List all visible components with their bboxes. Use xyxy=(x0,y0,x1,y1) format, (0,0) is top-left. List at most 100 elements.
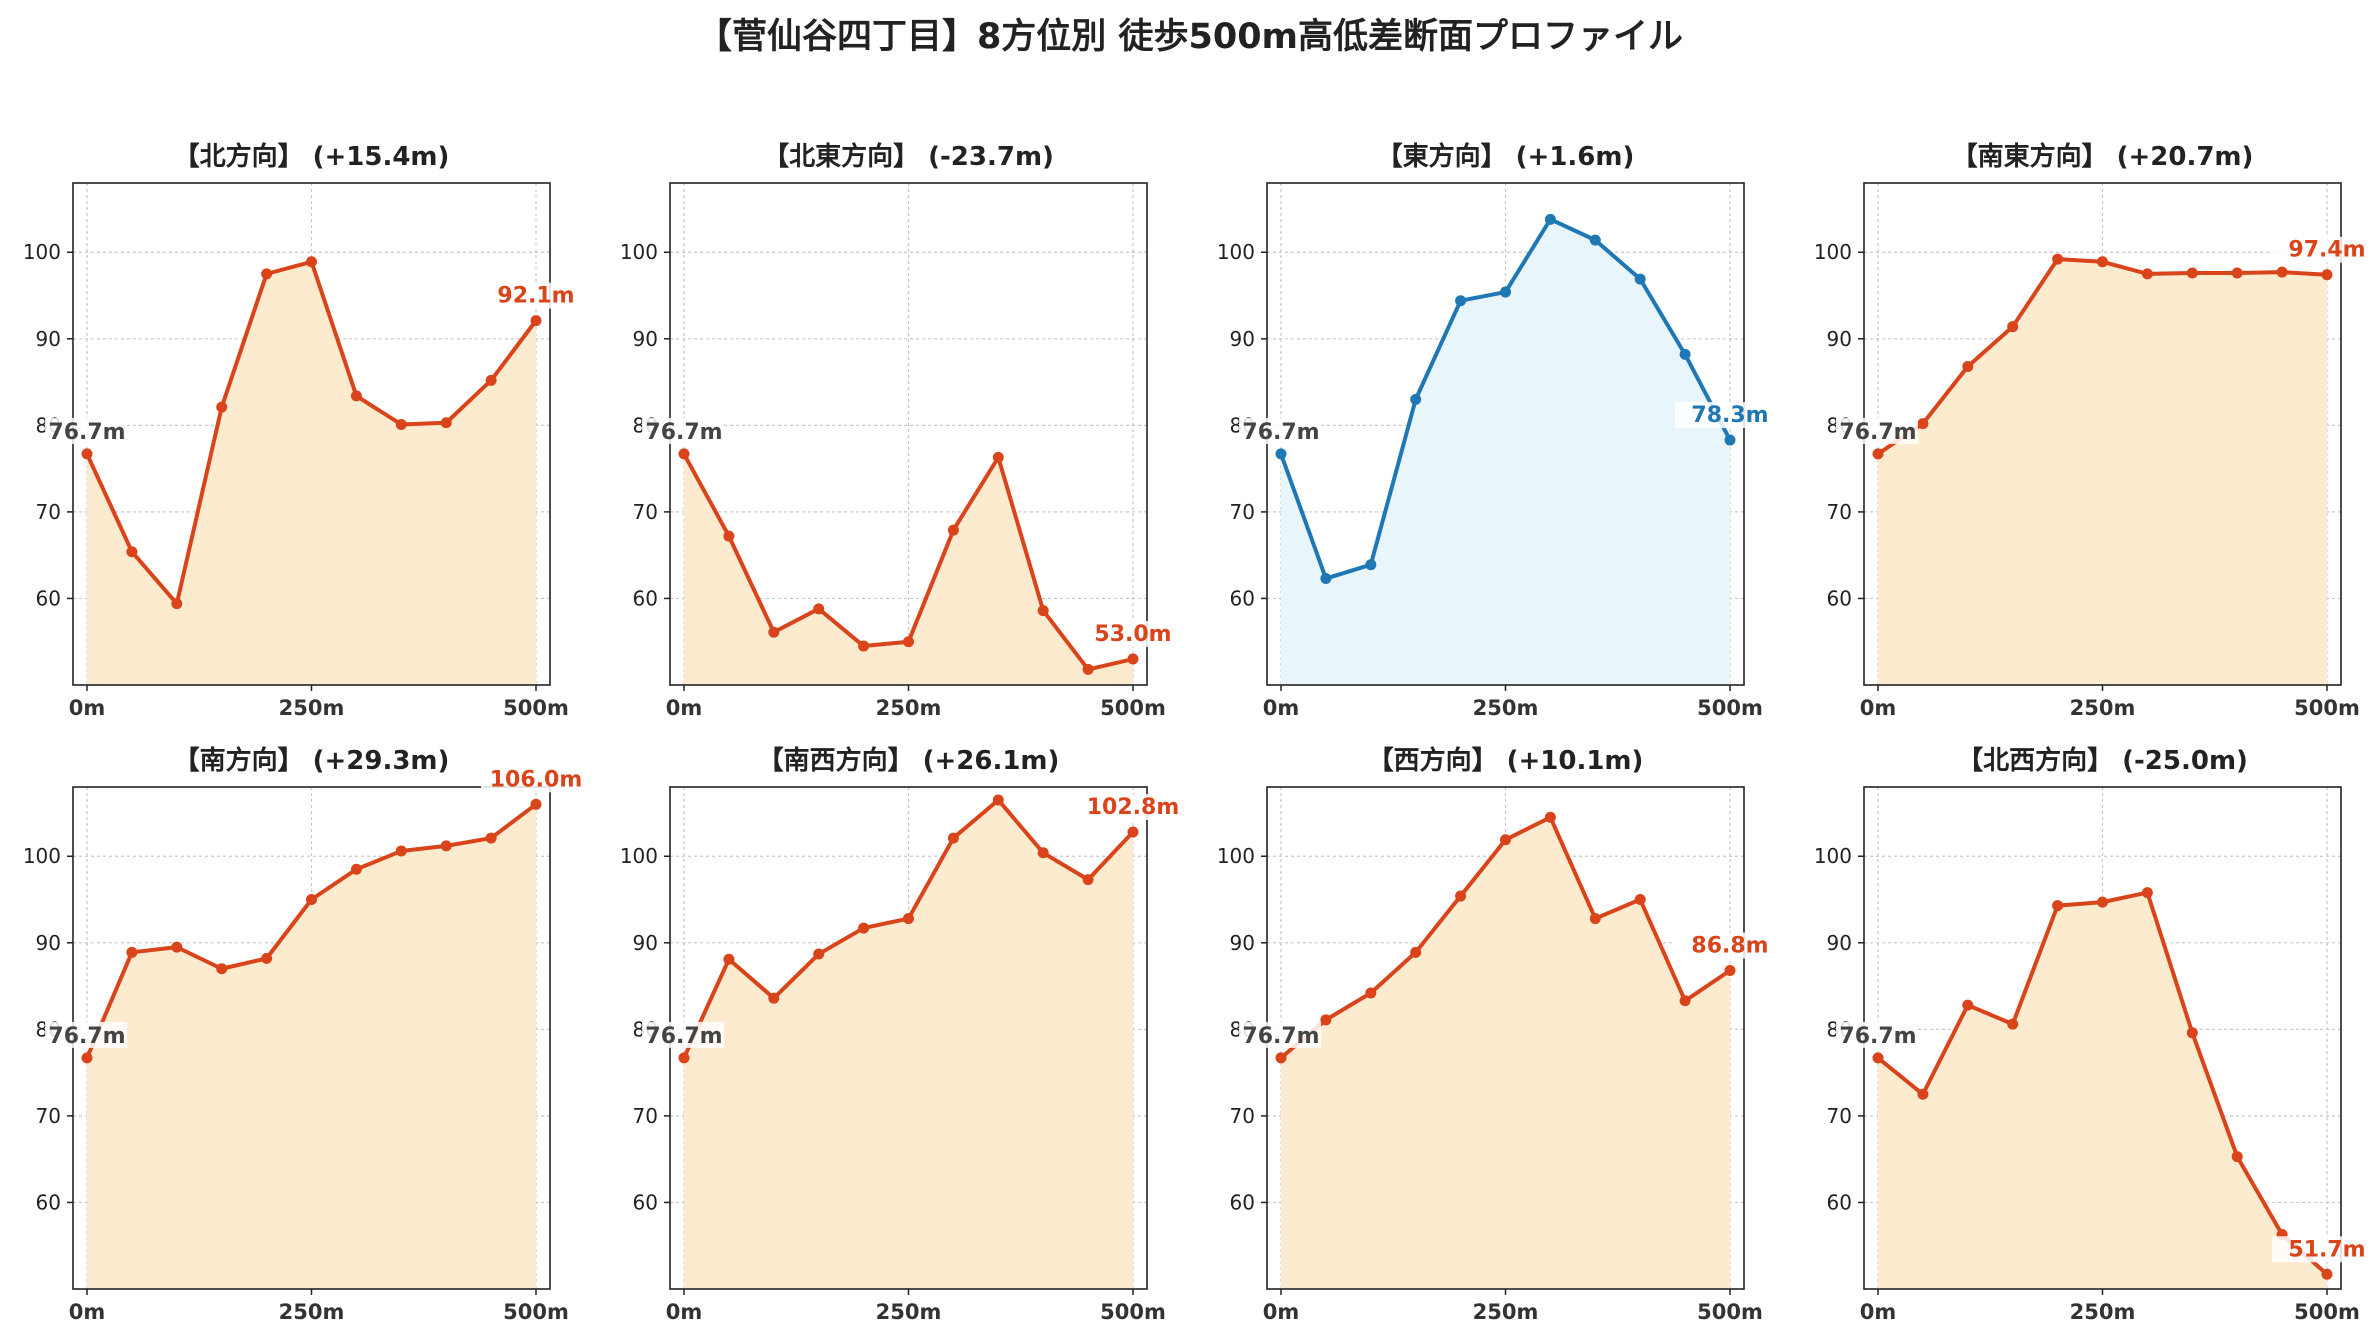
x-tick-label: 0m xyxy=(1263,696,1300,720)
y-tick-label: 100 xyxy=(620,240,658,264)
elevation-chart-4: 【南方向】 (+29.3m)607080901000m250m500m76.7m… xyxy=(23,745,591,1324)
y-tick-label: 90 xyxy=(633,327,658,351)
chart-title: 【南方向】 (+29.3m) xyxy=(174,745,450,776)
data-point xyxy=(1872,448,1884,460)
data-point xyxy=(2321,269,2333,281)
data-point xyxy=(903,913,914,925)
data-point xyxy=(1724,434,1736,446)
x-tick-label: 500m xyxy=(1100,1300,1166,1324)
y-tick-label: 100 xyxy=(23,844,61,868)
start-elevation-label: 76.7m xyxy=(48,1024,125,1049)
data-point xyxy=(81,1052,93,1064)
data-point xyxy=(2141,887,2153,899)
end-elevation-label: 51.7m xyxy=(2288,1237,2365,1262)
end-label-bg xyxy=(1675,402,1785,429)
area-fill xyxy=(1878,892,2327,1289)
data-point xyxy=(1082,874,1094,886)
data-point xyxy=(1365,559,1377,571)
x-tick-label: 500m xyxy=(503,696,569,720)
y-tick-label: 90 xyxy=(633,931,658,955)
x-tick-label: 500m xyxy=(1697,1300,1763,1324)
x-tick-label: 0m xyxy=(1263,1300,1300,1324)
data-point xyxy=(171,941,183,953)
data-point xyxy=(678,448,690,460)
data-point xyxy=(81,448,93,460)
y-tick-label: 70 xyxy=(1230,1104,1255,1128)
data-point xyxy=(2231,1151,2243,1163)
data-point xyxy=(1917,418,1929,430)
end-label-bg xyxy=(1675,932,1785,959)
y-tick-label: 70 xyxy=(36,1104,61,1128)
data-point xyxy=(2186,1027,2198,1039)
data-point xyxy=(126,546,138,558)
data-point xyxy=(992,451,1004,463)
data-point xyxy=(1500,286,1511,298)
data-point xyxy=(1544,811,1556,823)
chart-title: 【東方向】 (+1.6m) xyxy=(1377,141,1635,172)
data-point xyxy=(1410,946,1422,958)
data-point xyxy=(1365,987,1377,999)
chart-title: 【南西方向】 (+26.1m) xyxy=(758,745,1060,776)
data-point xyxy=(1500,834,1511,846)
data-point xyxy=(678,1052,690,1064)
data-point xyxy=(1544,213,1556,225)
data-point xyxy=(1127,826,1139,838)
elevation-chart-6: 【西方向】 (+10.1m)607080901000m250m500m76.7m… xyxy=(1217,745,1785,1324)
data-point xyxy=(1037,605,1049,617)
y-tick-label: 90 xyxy=(36,327,61,351)
x-tick-label: 500m xyxy=(2294,1300,2360,1324)
data-point xyxy=(1037,847,1049,859)
chart-title: 【北西方向】 (-25.0m) xyxy=(1957,745,2248,776)
data-point xyxy=(216,963,228,975)
data-point xyxy=(1455,295,1467,307)
end-elevation-label: 106.0m xyxy=(490,767,583,792)
y-tick-label: 100 xyxy=(1217,240,1255,264)
data-point xyxy=(1589,234,1601,246)
data-point xyxy=(350,863,362,875)
start-elevation-label: 76.7m xyxy=(1839,420,1916,445)
data-point xyxy=(2007,321,2019,333)
start-label-bg xyxy=(642,1021,724,1048)
elevation-chart-7: 【北西方向】 (-25.0m)607080901000m250m500m76.7… xyxy=(1814,745,2380,1324)
data-point xyxy=(1275,1052,1287,1064)
elevation-chart-1: 【北東方向】 (-23.7m)607080901000m250m500m76.7… xyxy=(620,141,1188,720)
y-tick-label: 70 xyxy=(633,500,658,524)
elevation-chart-2: 【東方向】 (+1.6m)607080901000m250m500m76.7m7… xyxy=(1217,141,1785,720)
start-label-bg xyxy=(1239,417,1321,444)
x-tick-label: 250m xyxy=(1473,1300,1539,1324)
data-point xyxy=(723,953,735,965)
x-tick-label: 500m xyxy=(2294,696,2360,720)
chart-title: 【北東方向】 (-23.7m) xyxy=(763,141,1054,172)
data-point xyxy=(2231,267,2243,279)
start-label-bg xyxy=(1836,417,1918,444)
start-label-bg xyxy=(1836,1021,1918,1048)
y-tick-label: 60 xyxy=(1827,586,1852,610)
y-tick-label: 60 xyxy=(36,1190,61,1214)
start-label-bg xyxy=(45,417,127,444)
chart-title: 【西方向】 (+10.1m) xyxy=(1368,745,1644,776)
data-point xyxy=(485,374,497,386)
x-tick-label: 250m xyxy=(876,696,942,720)
data-point xyxy=(947,524,959,536)
data-point xyxy=(530,315,542,327)
start-label-bg xyxy=(45,1021,127,1048)
end-label-bg xyxy=(1078,794,1188,821)
data-point xyxy=(813,603,825,615)
data-point xyxy=(858,640,870,652)
data-point xyxy=(992,794,1004,806)
y-tick-label: 100 xyxy=(1814,844,1852,868)
data-point xyxy=(1634,894,1646,906)
y-tick-label: 100 xyxy=(23,240,61,264)
data-point xyxy=(261,268,273,280)
data-point xyxy=(440,840,452,852)
start-elevation-label: 76.7m xyxy=(48,420,125,445)
y-tick-label: 60 xyxy=(1827,1190,1852,1214)
data-point xyxy=(2097,256,2108,268)
chart-title: 【南東方向】 (+20.7m) xyxy=(1952,141,2254,172)
area-fill xyxy=(87,261,536,685)
data-point xyxy=(2321,1268,2333,1280)
x-tick-label: 0m xyxy=(69,696,106,720)
y-tick-label: 90 xyxy=(1230,327,1255,351)
data-point xyxy=(2052,900,2064,912)
data-point xyxy=(1962,360,1974,372)
